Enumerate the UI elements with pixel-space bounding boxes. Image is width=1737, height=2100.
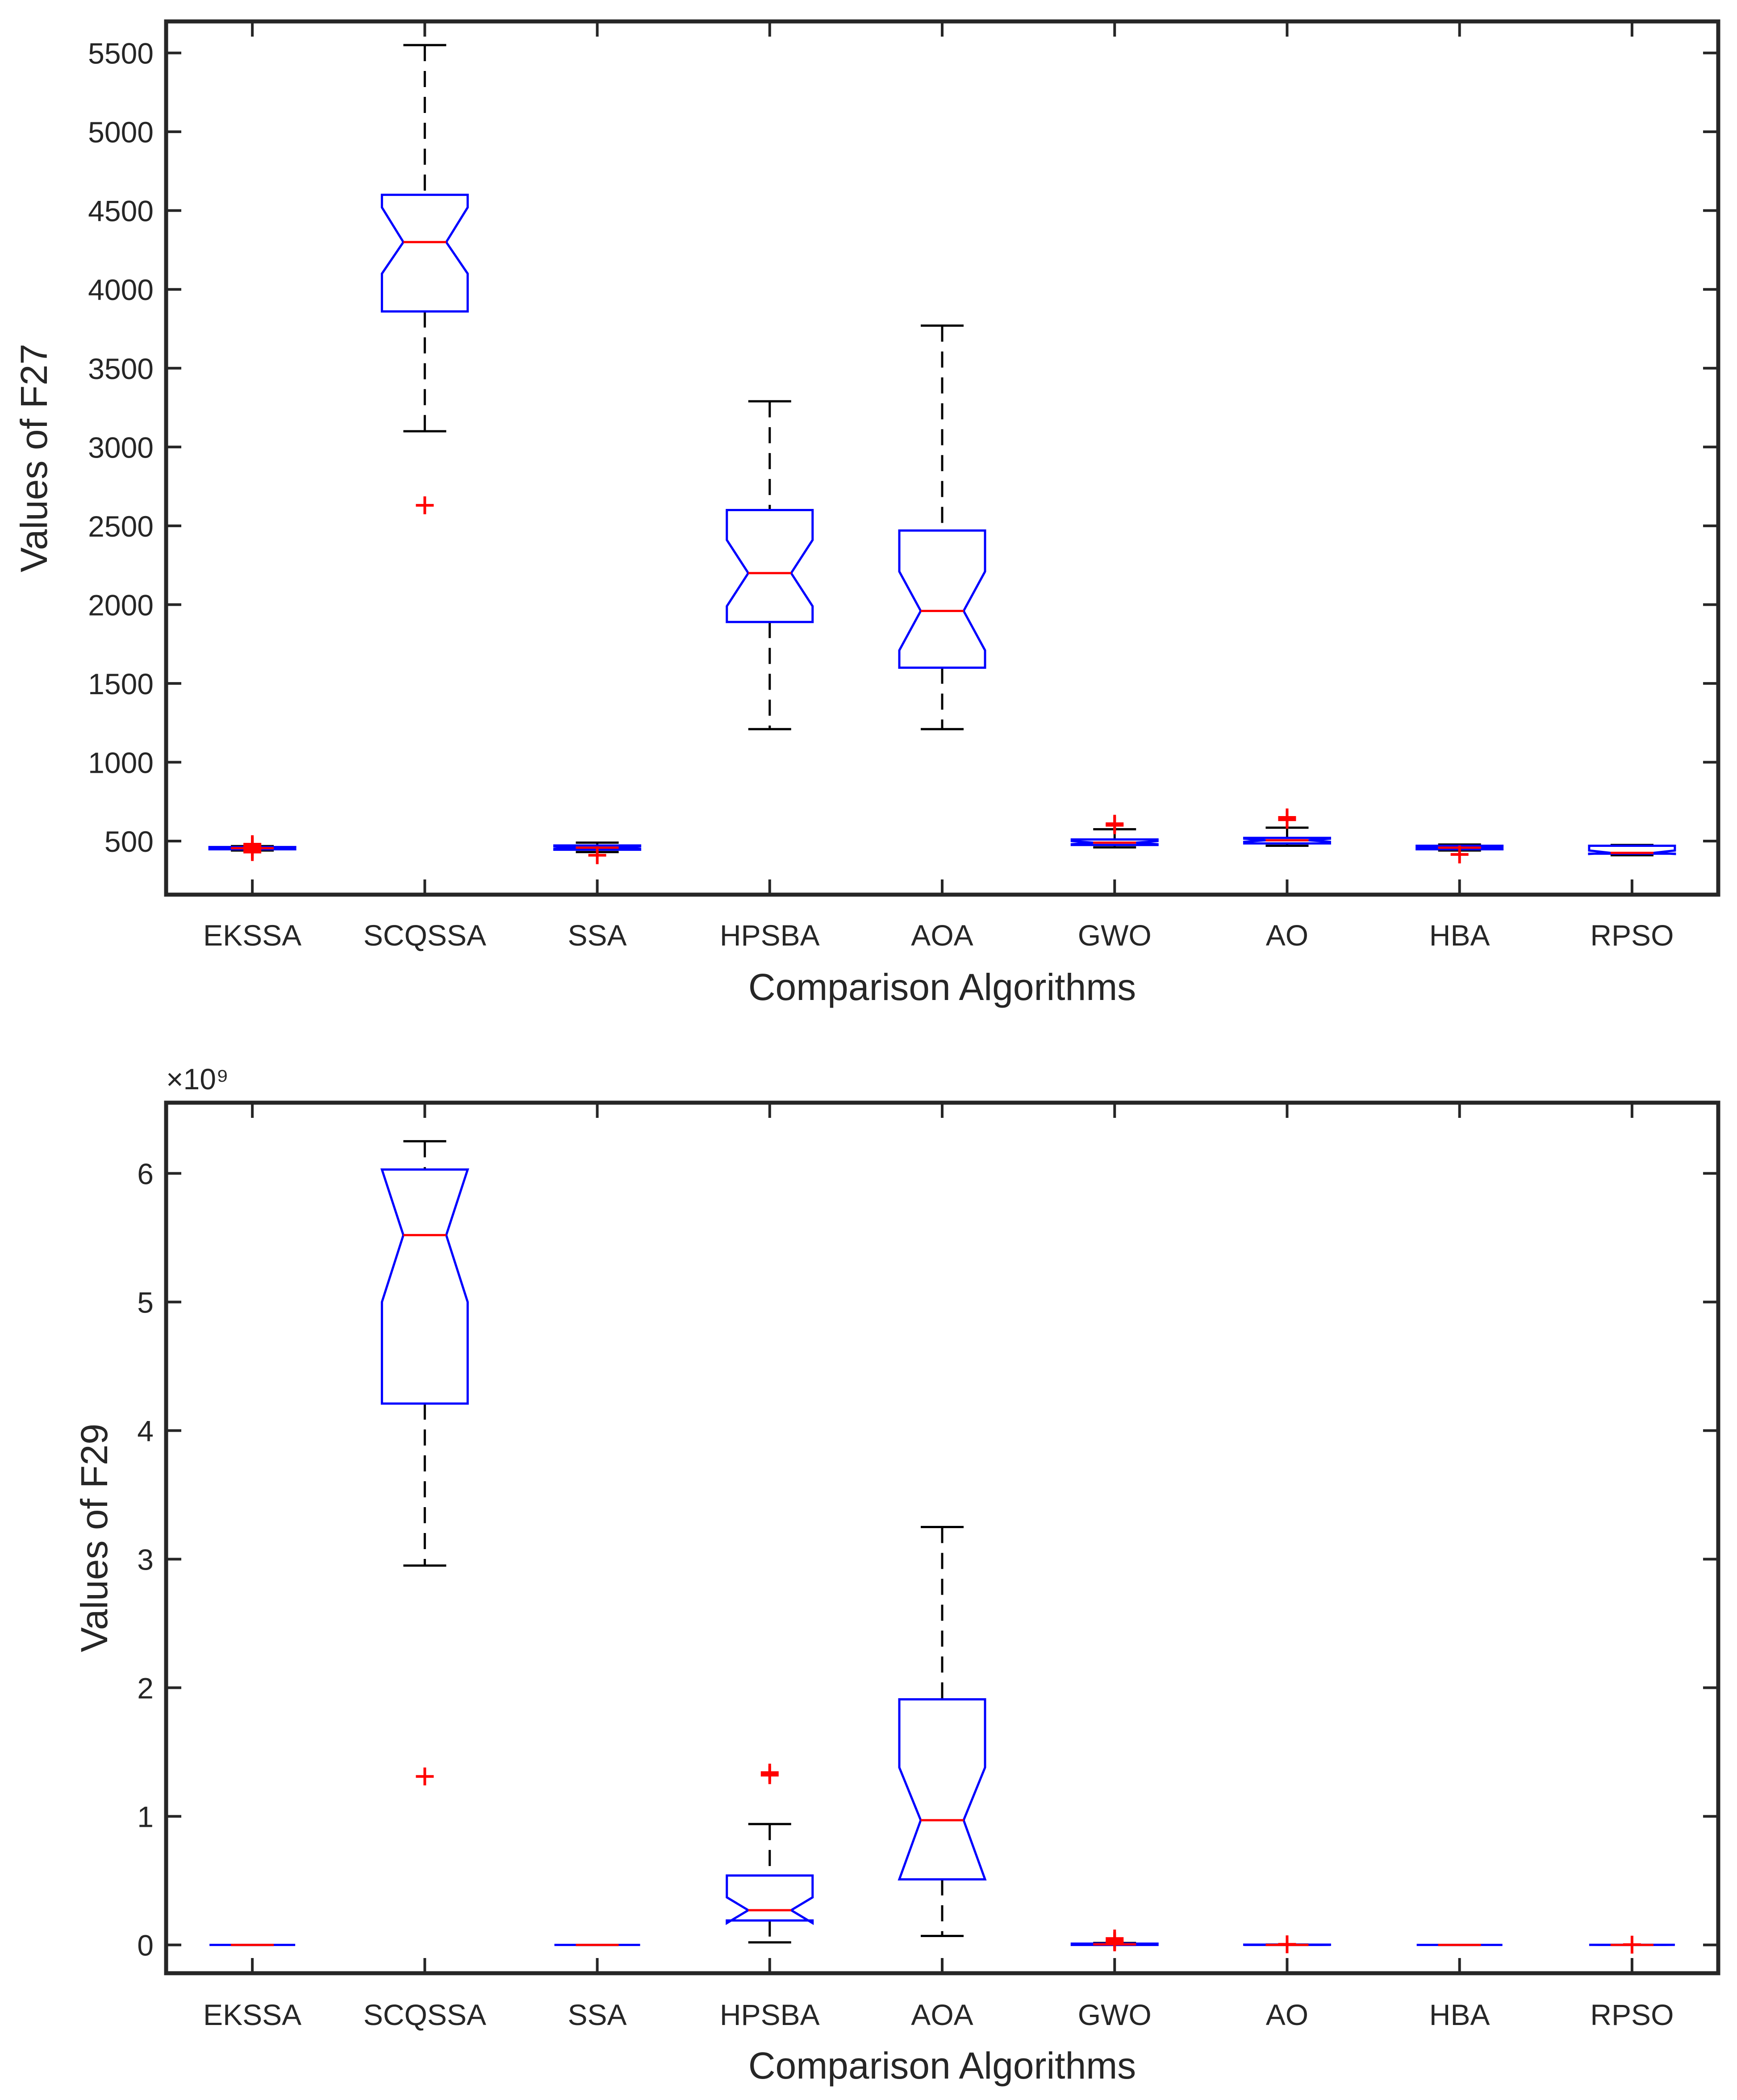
y-axis-label-f27: Values of F27 bbox=[13, 344, 55, 572]
box-ekssa bbox=[208, 835, 296, 861]
outlier-marker bbox=[588, 846, 606, 864]
outlier-marker bbox=[1450, 845, 1469, 863]
y-tick-label: 4 bbox=[137, 1414, 154, 1447]
y-tick-label: 5000 bbox=[88, 116, 154, 149]
y-tick-label: 4500 bbox=[88, 195, 154, 228]
notched-box bbox=[380, 193, 469, 313]
box-hpsba bbox=[726, 1763, 814, 1944]
chart-panel-f29: 0 1 2 3 4 5 6 EKSSA SCQSSA SSA HPSBA AOA GWO AO HBA RP… bbox=[73, 1062, 1720, 2087]
outlier-marker bbox=[1106, 1933, 1124, 1951]
y-tick-label: 3 bbox=[137, 1543, 154, 1576]
x-tick-label-ssa: SSA bbox=[568, 1998, 627, 2031]
outlier-marker bbox=[760, 1763, 779, 1782]
outlier-marker bbox=[416, 496, 434, 514]
notched-box bbox=[898, 1698, 987, 1881]
x-axis-ticks-f27: EKSSA SCQSSA SSA HPSBA AOA GWO AO HBA RPSO bbox=[203, 21, 1674, 952]
x-tick-label-hba: HBA bbox=[1429, 1998, 1490, 2031]
box-hpsba bbox=[726, 400, 814, 730]
y-axis-label-f29: Values of F29 bbox=[73, 1424, 115, 1652]
y-tick-label: 1 bbox=[137, 1800, 154, 1833]
y-tick-label: 2 bbox=[137, 1672, 154, 1705]
box-marks-f29 bbox=[209, 1140, 1675, 1954]
outlier-marker bbox=[243, 841, 262, 859]
y-axis-ticks-f27: 500 1000 1500 2000 2500 3000 3500 4000 4500 5000 5… bbox=[88, 37, 1718, 858]
outlier-marker bbox=[416, 1767, 434, 1786]
y-tick-label: 3000 bbox=[88, 431, 154, 464]
x-tick-label-hba: HBA bbox=[1429, 919, 1490, 952]
outlier-marker bbox=[1106, 815, 1124, 833]
x-tick-label-scqssa: SCQSSA bbox=[363, 919, 486, 952]
box-scqssa bbox=[380, 1140, 469, 1786]
x-tick-label-rpso: RPSO bbox=[1590, 919, 1674, 952]
x-tick-label-gwo: GWO bbox=[1078, 1998, 1152, 2031]
box-rpso bbox=[1589, 1936, 1675, 1954]
x-tick-label-scqssa: SCQSSA bbox=[363, 1998, 486, 2031]
box-rpso bbox=[1588, 844, 1676, 857]
box-scqssa bbox=[380, 44, 469, 514]
box-ao bbox=[1243, 1935, 1331, 1954]
x-tick-label-aoa: AOA bbox=[911, 919, 973, 952]
notched-box bbox=[208, 846, 296, 850]
y-tick-label: 500 bbox=[104, 825, 154, 858]
box-marks-f27 bbox=[208, 44, 1676, 864]
notched-box bbox=[1070, 838, 1159, 846]
y-tick-label: 2500 bbox=[88, 510, 154, 543]
notched-box bbox=[1243, 837, 1331, 845]
x-tick-label-ekssa: EKSSA bbox=[203, 1998, 301, 2031]
x-tick-label-hpsba: HPSBA bbox=[720, 919, 820, 952]
y-tick-label: 3500 bbox=[88, 352, 154, 385]
x-tick-label-aoa: AOA bbox=[911, 1998, 973, 2031]
y-tick-label: 1000 bbox=[88, 746, 154, 779]
box-hba bbox=[1415, 843, 1504, 863]
box-aoa bbox=[898, 324, 986, 730]
notched-box bbox=[898, 529, 986, 669]
x-tick-label-gwo: GWO bbox=[1078, 919, 1152, 952]
x-axis-label-f27: Comparison Algorithms bbox=[748, 966, 1136, 1008]
x-tick-label-rpso: RPSO bbox=[1590, 1998, 1674, 2031]
outlier-marker bbox=[1623, 1936, 1641, 1954]
x-tick-label-ssa: SSA bbox=[568, 919, 627, 952]
outlier-marker bbox=[1278, 808, 1296, 826]
notched-box bbox=[1070, 1942, 1159, 1946]
y-tick-label: 0 bbox=[137, 1929, 154, 1962]
box-aoa bbox=[898, 1526, 987, 1937]
notched-box bbox=[380, 1168, 469, 1405]
notched-box bbox=[726, 1874, 814, 1925]
notched-box bbox=[553, 844, 642, 851]
y-axis-ticks-f29: 0 1 2 3 4 5 6 bbox=[137, 1157, 1718, 1962]
x-tick-label-ao: AO bbox=[1266, 919, 1308, 952]
box-ssa bbox=[553, 841, 642, 864]
notched-box bbox=[726, 509, 814, 623]
y-tick-label: 2000 bbox=[88, 588, 154, 621]
x-tick-label-ekssa: EKSSA bbox=[203, 919, 301, 952]
x-axis-label-f29: Comparison Algorithms bbox=[748, 2045, 1136, 2087]
exponent-label-f29: ×10⁹ bbox=[166, 1062, 229, 1096]
notched-box bbox=[1415, 845, 1504, 850]
x-axis-ticks-f29: EKSSA SCQSSA SSA HPSBA AOA GWO AO HBA RPSO bbox=[203, 1103, 1674, 2031]
outlier-marker bbox=[1278, 1935, 1296, 1954]
box-gwo bbox=[1070, 1929, 1159, 1951]
y-tick-label: 5500 bbox=[88, 37, 154, 70]
box-ao bbox=[1243, 808, 1331, 847]
chart-panel-f27: 500 1000 1500 2000 2500 3000 3500 4000 4500 5000 5… bbox=[13, 19, 1720, 1008]
y-tick-label: 5 bbox=[137, 1286, 154, 1319]
x-tick-label-hpsba: HPSBA bbox=[720, 1998, 820, 2031]
box-gwo bbox=[1070, 815, 1159, 849]
y-tick-label: 6 bbox=[137, 1157, 154, 1190]
y-tick-label: 1500 bbox=[88, 667, 154, 700]
x-tick-label-ao: AO bbox=[1266, 1998, 1308, 2031]
y-tick-label: 4000 bbox=[88, 273, 154, 306]
notched-box bbox=[1588, 845, 1676, 855]
